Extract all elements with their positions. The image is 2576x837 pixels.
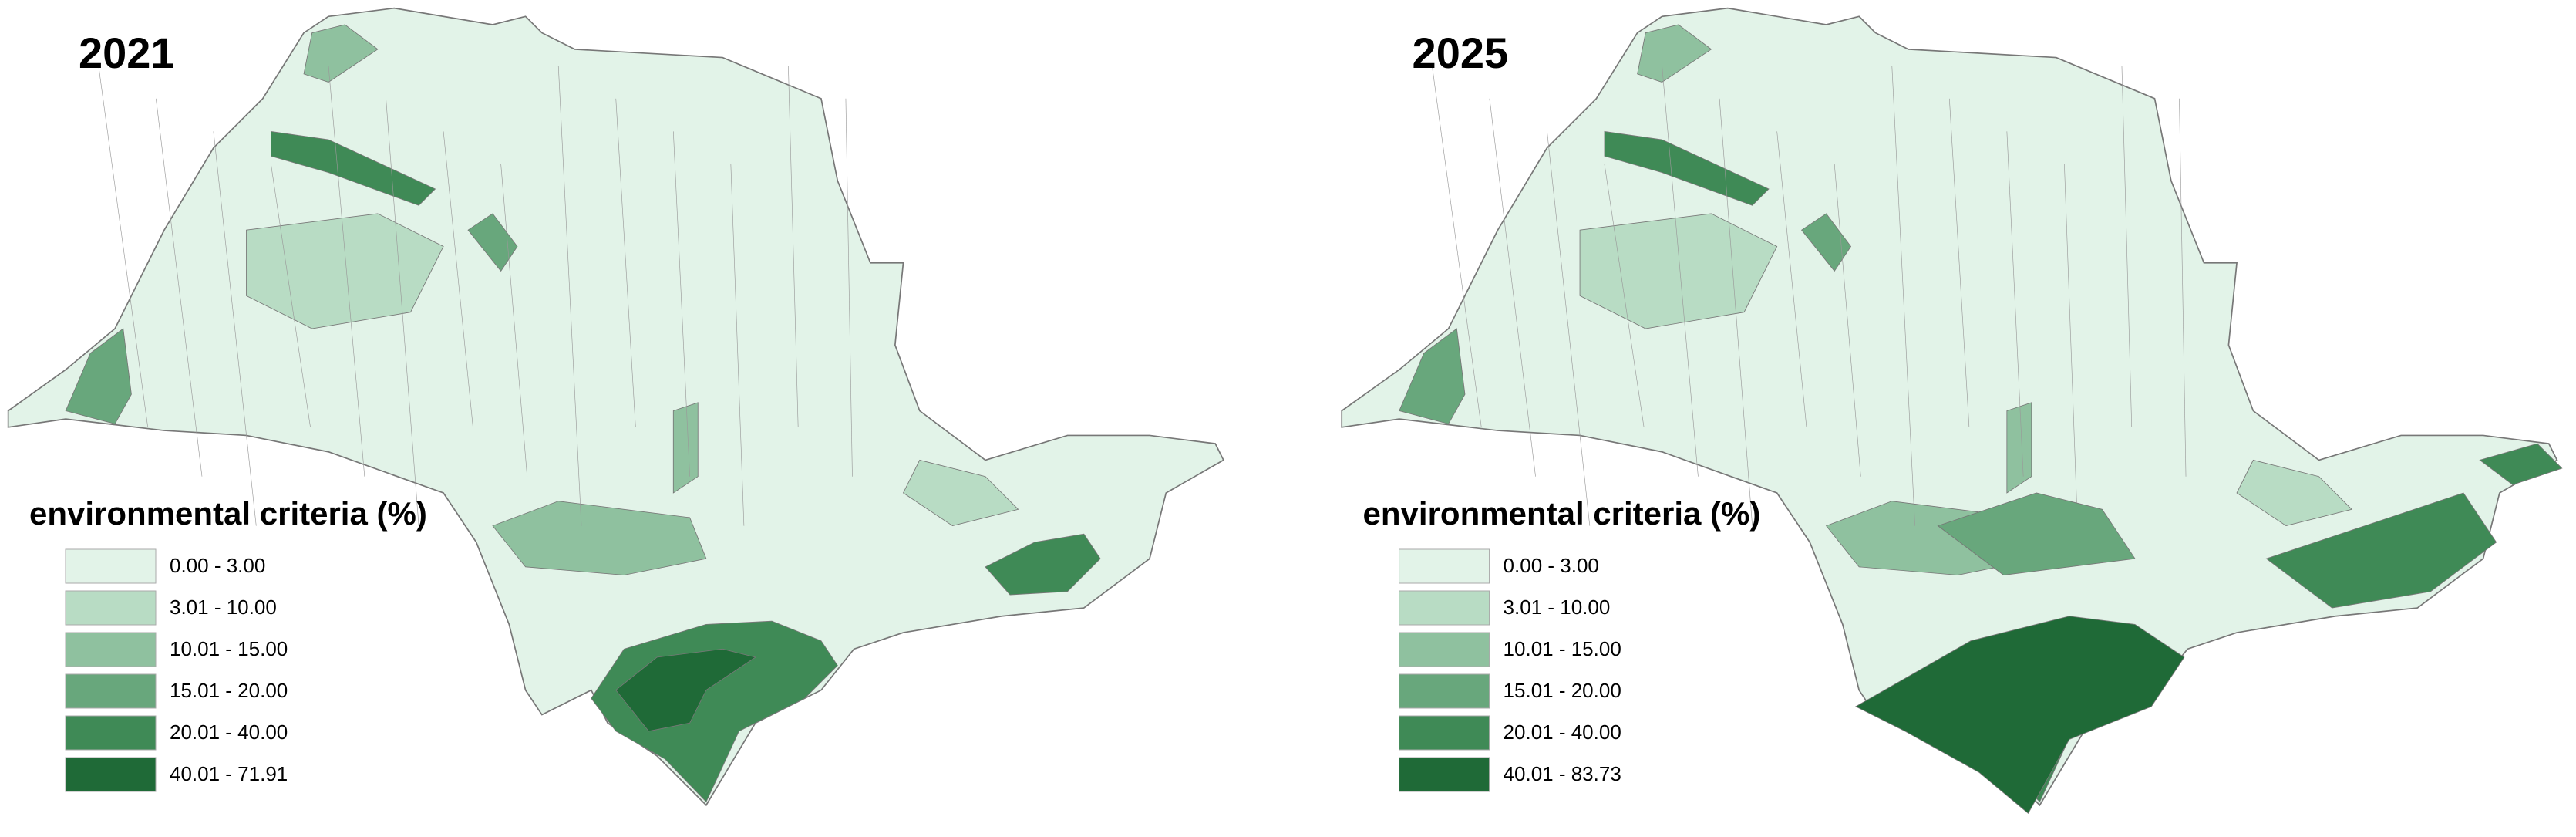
municipal-border xyxy=(328,66,365,477)
municipality-group xyxy=(246,213,444,329)
legend-swatch xyxy=(1399,548,1490,584)
municipality-group xyxy=(492,501,707,575)
legend-swatch xyxy=(65,548,157,584)
map-panel: 2025 environmental criteria (%) 0.00 - 3.0… xyxy=(1341,7,2563,815)
legend-title: environmental criteria (%) xyxy=(1363,495,1761,532)
legend-label: 3.01 - 10.00 xyxy=(1504,596,1611,619)
municipality-group xyxy=(1604,130,1770,206)
municipal-border xyxy=(98,66,149,427)
municipality-group xyxy=(65,328,132,425)
municipality-group xyxy=(2479,443,2563,485)
legend-swatch xyxy=(1399,632,1490,667)
legend-label: 20.01 - 40.00 xyxy=(1504,721,1621,744)
municipal-border xyxy=(730,164,745,526)
municipality-group xyxy=(2006,402,2032,494)
municipal-border xyxy=(156,98,203,477)
municipal-border xyxy=(2064,164,2078,526)
municipality-group xyxy=(2236,459,2352,527)
legend-label: 10.01 - 15.00 xyxy=(170,637,288,660)
municipality-group xyxy=(985,533,1101,596)
municipality-group xyxy=(271,130,436,206)
municipality-group xyxy=(1399,328,1466,425)
municipal-border xyxy=(672,131,690,477)
legend-label: 0.00 - 3.00 xyxy=(1504,554,1599,577)
legend-label: 15.01 - 20.00 xyxy=(1504,679,1621,702)
map-panel: 2021 environmental criteria (%) 0.00 - 3.0… xyxy=(7,7,1224,807)
municipality-group xyxy=(1937,492,2136,575)
municipality-group xyxy=(615,648,756,732)
state-outline xyxy=(1341,7,2558,807)
municipal-border xyxy=(788,66,799,427)
municipal-border xyxy=(1662,66,1699,477)
municipal-border xyxy=(1489,98,1536,477)
municipal-border xyxy=(1719,98,1753,526)
municipal-border xyxy=(1432,66,1482,427)
legend-label: 15.01 - 20.00 xyxy=(170,679,288,702)
municipal-border xyxy=(1948,98,1970,427)
legend-swatch xyxy=(65,757,157,792)
municipal-border xyxy=(557,66,582,526)
municipality-group xyxy=(1854,616,2185,815)
map-title: 2021 xyxy=(79,29,175,77)
legend-swatch xyxy=(1399,590,1490,626)
municipality-group xyxy=(2265,492,2497,609)
municipality-group xyxy=(591,620,838,803)
municipal-border xyxy=(2006,131,2024,477)
municipal-border xyxy=(1776,131,1807,427)
municipal-border xyxy=(213,131,257,526)
legend-label: 40.01 - 83.73 xyxy=(1504,762,1621,785)
map-title: 2025 xyxy=(1413,29,1509,77)
municipality-group xyxy=(1637,24,1712,83)
municipal-border xyxy=(443,131,473,427)
municipality-group xyxy=(672,402,699,494)
municipality-group xyxy=(1579,213,1778,329)
municipality-group xyxy=(1800,213,1852,272)
legend-swatch xyxy=(65,590,157,626)
state-outline xyxy=(7,7,1224,807)
legend-label: 10.01 - 15.00 xyxy=(1504,637,1621,660)
municipal-border xyxy=(1547,131,1591,526)
municipal-border xyxy=(386,98,419,526)
legend-label: 40.01 - 71.91 xyxy=(170,762,288,785)
legend-title: environmental criteria (%) xyxy=(29,495,427,532)
municipality-group xyxy=(467,213,518,272)
municipal-border xyxy=(1604,164,1645,427)
municipality-group xyxy=(303,24,379,83)
municipal-border xyxy=(2179,98,2187,477)
municipality-group xyxy=(902,459,1019,527)
legend-label: 3.01 - 10.00 xyxy=(170,596,277,619)
municipal-border xyxy=(500,164,528,477)
legend-swatch xyxy=(65,632,157,667)
municipal-border xyxy=(1891,66,1915,526)
legend-swatch xyxy=(1399,673,1490,709)
municipal-border xyxy=(615,98,636,427)
legend-swatch xyxy=(65,673,157,709)
legend-label: 20.01 - 40.00 xyxy=(170,721,288,744)
map xyxy=(7,7,1224,807)
map xyxy=(1854,443,2563,815)
municipal-border xyxy=(845,98,853,477)
legend-swatch xyxy=(1399,757,1490,792)
municipal-border xyxy=(271,164,311,427)
legend-swatch xyxy=(65,715,157,751)
legend-label: 0.00 - 3.00 xyxy=(170,554,265,577)
municipal-border xyxy=(2121,66,2133,427)
legend-swatch xyxy=(1399,715,1490,751)
municipal-border xyxy=(1834,164,1861,477)
